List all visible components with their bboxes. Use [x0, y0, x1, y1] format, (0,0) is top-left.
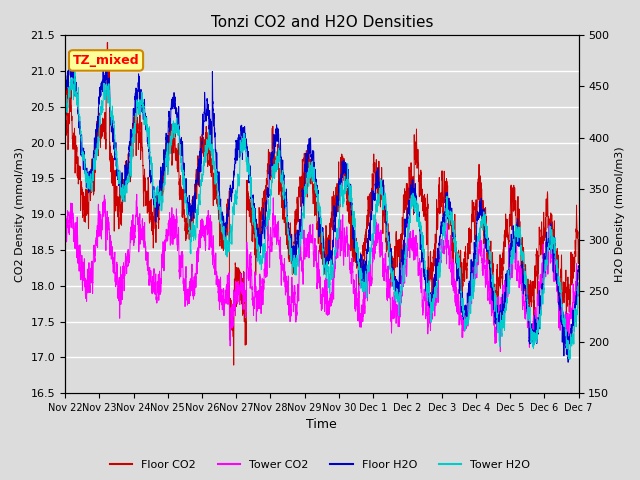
Tower H2O — [369, 232, 377, 238]
Title: Tonzi CO2 and H2O Densities: Tonzi CO2 and H2O Densities — [211, 15, 433, 30]
Line: Floor H2O: Floor H2O — [65, 52, 579, 362]
Floor CO2 — [104, 39, 111, 45]
Floor CO2 — [155, 219, 163, 225]
Tower H2O — [61, 114, 69, 120]
Legend: Floor CO2, Tower CO2, Floor H2O, Tower H2O: Floor CO2, Tower CO2, Floor H2O, Tower H… — [105, 456, 535, 474]
Floor CO2 — [258, 213, 266, 219]
Floor CO2 — [230, 362, 237, 368]
Tower H2O — [257, 266, 265, 272]
Floor H2O — [257, 229, 265, 235]
Floor CO2 — [445, 223, 452, 229]
Floor CO2 — [61, 116, 69, 122]
Floor H2O — [484, 238, 492, 244]
Y-axis label: CO2 Density (mmol/m3): CO2 Density (mmol/m3) — [15, 147, 25, 282]
Tower CO2 — [61, 229, 69, 235]
Floor CO2 — [575, 237, 582, 243]
Floor CO2 — [484, 263, 492, 268]
Tower CO2 — [133, 192, 141, 197]
Text: TZ_mixed: TZ_mixed — [73, 54, 140, 67]
Floor H2O — [564, 360, 572, 365]
Line: Tower H2O: Tower H2O — [65, 72, 579, 360]
Floor H2O — [155, 196, 163, 202]
Tower CO2 — [497, 349, 504, 355]
Tower CO2 — [369, 252, 377, 258]
Tower CO2 — [575, 289, 582, 295]
Tower CO2 — [484, 263, 492, 269]
Line: Floor CO2: Floor CO2 — [65, 42, 579, 365]
Tower H2O — [71, 69, 79, 74]
Tower H2O — [566, 357, 573, 362]
Floor H2O — [445, 207, 452, 213]
Y-axis label: H2O Density (mmol/m3): H2O Density (mmol/m3) — [615, 146, 625, 282]
Floor H2O — [65, 49, 73, 55]
Floor CO2 — [396, 240, 403, 246]
Floor H2O — [369, 196, 377, 202]
Floor H2O — [575, 264, 582, 270]
Tower CO2 — [396, 303, 403, 309]
X-axis label: Time: Time — [307, 419, 337, 432]
Tower H2O — [575, 280, 582, 286]
Tower CO2 — [445, 239, 452, 245]
Tower H2O — [445, 208, 452, 214]
Tower H2O — [484, 229, 492, 235]
Tower H2O — [396, 298, 403, 304]
Floor CO2 — [369, 168, 377, 174]
Floor H2O — [61, 88, 69, 94]
Floor H2O — [396, 277, 403, 283]
Tower H2O — [155, 197, 163, 203]
Tower CO2 — [257, 303, 265, 309]
Tower CO2 — [155, 281, 163, 287]
Line: Tower CO2: Tower CO2 — [65, 194, 579, 352]
